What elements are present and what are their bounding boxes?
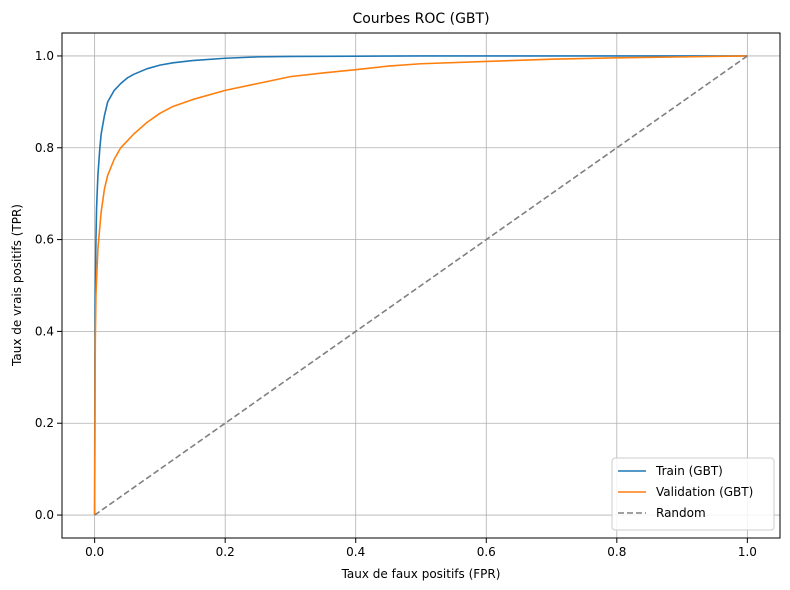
y-tick-label: 0.0	[35, 508, 54, 522]
y-tick-label: 1.0	[35, 49, 54, 63]
grid	[62, 33, 780, 538]
x-tick-label: 0.0	[85, 545, 104, 559]
x-tick-label: 1.0	[738, 545, 757, 559]
y-tick-label: 0.6	[35, 233, 54, 247]
legend-label-train-gbt: Train (GBT)	[655, 464, 723, 478]
chart-title: Courbes ROC (GBT)	[352, 11, 489, 27]
ticks: 0.0 0.2 0.4 0.6 0.8 1.0 0.0 0.2 0.4 0.6 0.8 1.0	[35, 49, 757, 559]
legend-box	[611, 457, 775, 531]
y-tick-label: 0.8	[35, 141, 54, 155]
legend-label-random: Random	[656, 506, 706, 520]
y-tick-label: 0.4	[35, 324, 54, 338]
x-tick-label: 0.6	[477, 545, 496, 559]
series-line-random	[94, 55, 748, 516]
x-tick-label: 0.8	[607, 545, 626, 559]
legend: Train (GBT) Validation (GBT) Random	[611, 457, 775, 531]
series-layer	[93, 55, 748, 516]
legend-label-validation-gbt: Validation (GBT)	[656, 485, 753, 499]
x-tick-label: 0.4	[346, 545, 365, 559]
y-tick-label: 0.2	[35, 416, 54, 430]
y-axis-label: Taux de vrais positifs (TPR)	[10, 204, 24, 367]
x-tick-label: 0.2	[216, 545, 235, 559]
series-line-validation-gbt	[93, 55, 748, 516]
series-line-train-gbt	[93, 55, 748, 516]
x-axis-label: Taux de faux positifs (FPR)	[341, 567, 501, 581]
plot-frame	[61, 32, 781, 539]
